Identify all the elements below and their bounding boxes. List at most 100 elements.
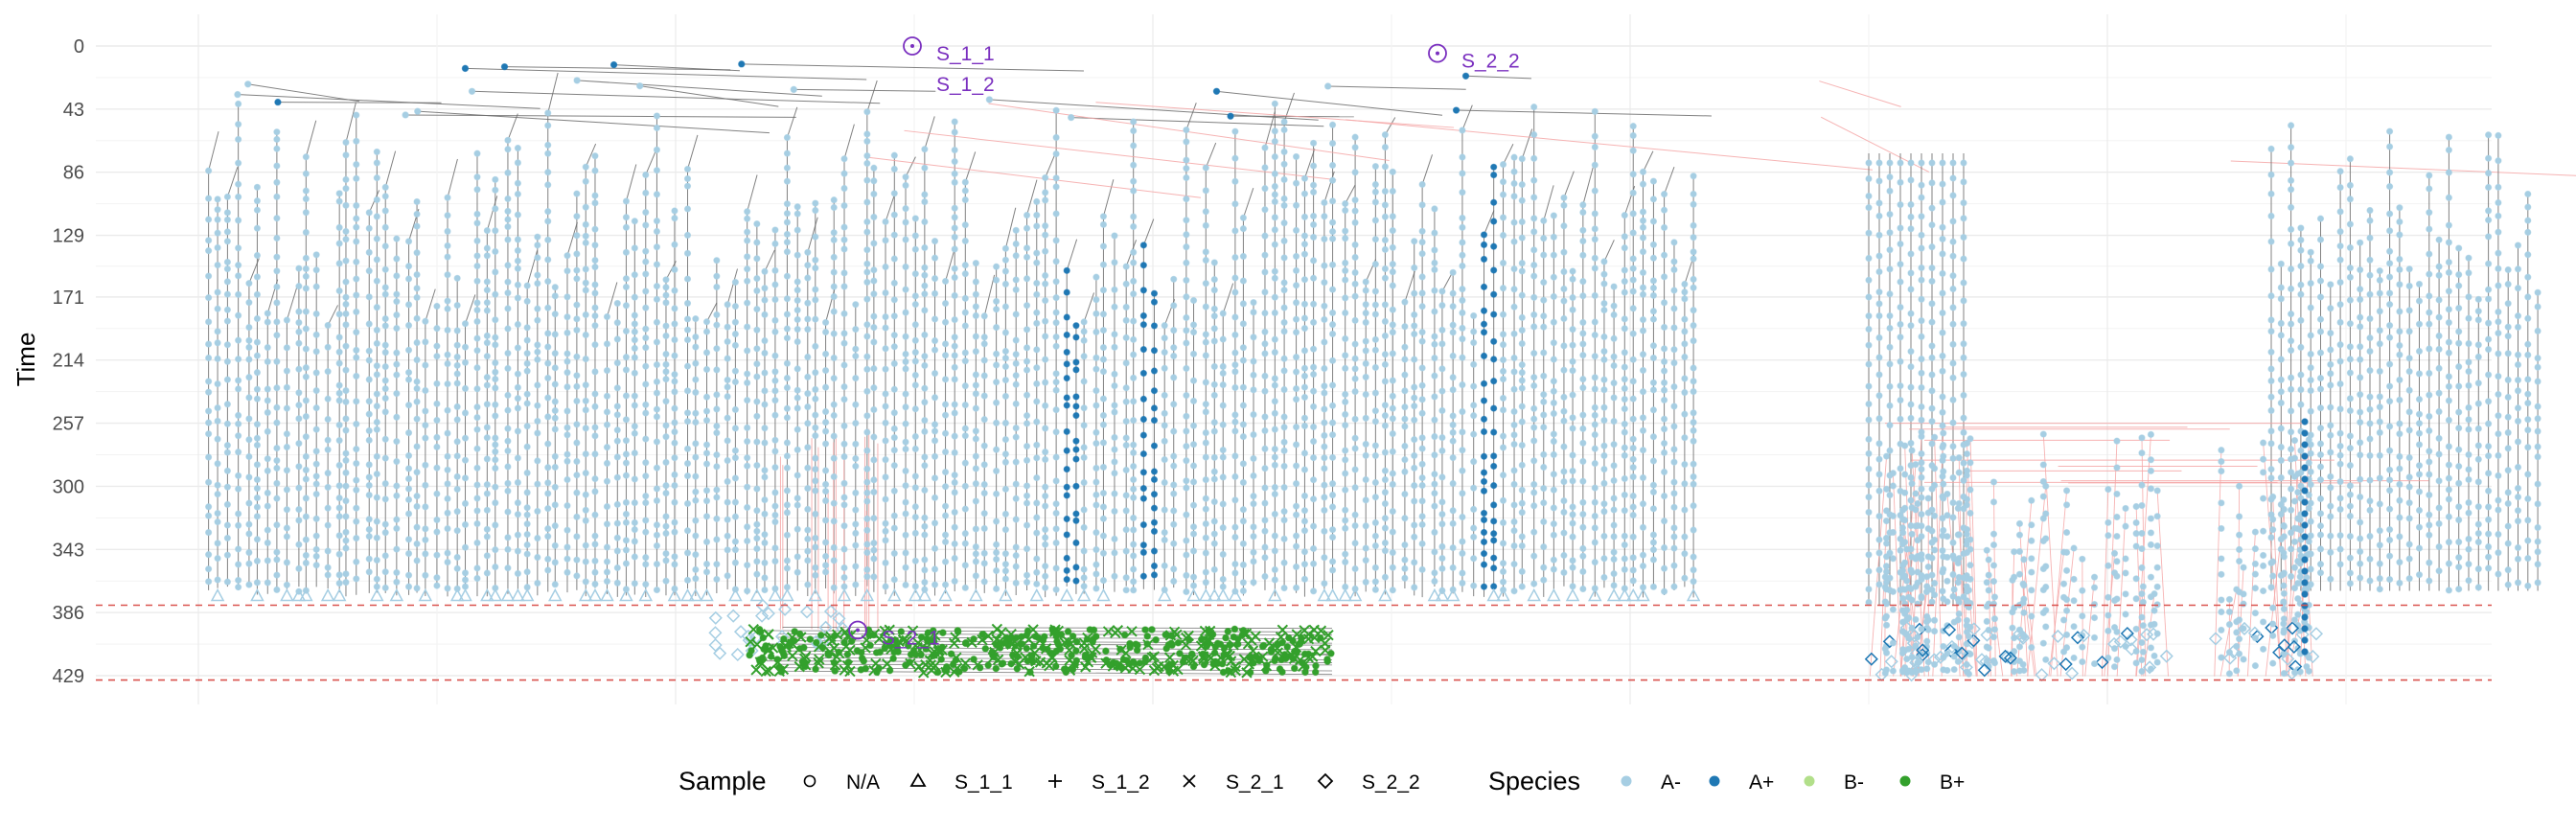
tree-node <box>1130 118 1138 126</box>
tree-branch <box>1283 92 1295 123</box>
tree-node <box>902 420 909 427</box>
tree-node <box>1560 267 1568 276</box>
tree-node <box>1649 315 1658 323</box>
tree-node <box>631 218 638 225</box>
tree-node <box>1321 454 1328 462</box>
tree-node <box>1300 213 1309 220</box>
tree-node <box>2376 403 2383 411</box>
tree-node <box>1411 311 1418 319</box>
tree-node <box>544 566 552 574</box>
tree-node <box>1431 340 1438 348</box>
tree-node <box>1261 572 1269 581</box>
tree-node <box>1321 527 1328 535</box>
tree-node <box>863 549 871 557</box>
tree-node <box>1897 178 1904 186</box>
tree-node <box>1923 573 1931 581</box>
tree-node <box>1280 328 1288 335</box>
tree-node <box>582 287 589 294</box>
tree-node <box>1023 420 1031 427</box>
tree-node <box>381 584 389 591</box>
tree-node <box>1122 507 1130 515</box>
tree-node <box>1875 581 1883 588</box>
tree-node <box>1219 380 1227 389</box>
tree-node <box>821 539 830 546</box>
tree-node <box>1401 323 1409 331</box>
tree-node <box>1610 495 1618 502</box>
tree-node <box>642 325 650 333</box>
tree-node <box>771 518 779 526</box>
tree-node <box>504 236 512 243</box>
tree-node <box>2267 393 2275 401</box>
tree-node <box>993 467 1000 475</box>
sample-tip <box>1378 587 1392 602</box>
tree-node <box>1518 326 1526 334</box>
tree-node <box>631 392 638 400</box>
tree-node <box>931 346 939 354</box>
tree-node <box>324 571 332 579</box>
tree-node <box>852 581 860 588</box>
tree-node <box>1170 565 1178 573</box>
tree-node <box>702 487 711 495</box>
tree-node <box>205 407 213 415</box>
tree-node <box>622 327 631 335</box>
tree-node <box>2524 293 2532 301</box>
tree-node <box>911 405 919 413</box>
tree-node <box>1342 235 1349 242</box>
tree-node <box>1271 214 1278 221</box>
tree-node <box>1591 445 1598 452</box>
tree-node <box>882 345 889 353</box>
tree-node <box>573 190 581 197</box>
tree-node <box>1210 337 1218 345</box>
tree-node <box>993 379 1000 386</box>
tree-node <box>373 304 380 311</box>
tree-node <box>223 357 232 365</box>
tree-node <box>223 209 232 217</box>
tree-node <box>1170 427 1178 435</box>
tree-node <box>1690 255 1697 263</box>
tree-node <box>1130 485 1138 493</box>
tree-node <box>1660 223 1668 232</box>
tree-node <box>2495 265 2502 272</box>
tree-node <box>902 510 909 518</box>
tree-node <box>1600 532 1608 541</box>
tree-node <box>444 194 451 201</box>
tree-node <box>642 189 650 196</box>
tree-node <box>1023 492 1031 499</box>
tree-branch <box>405 114 796 118</box>
tree-node <box>1080 523 1088 532</box>
tree-node <box>1629 131 1637 140</box>
tree-node <box>2267 365 2275 373</box>
tree-node <box>1610 462 1618 470</box>
tree-node <box>653 496 661 505</box>
tree-node <box>1130 441 1138 449</box>
tree-node <box>1063 447 1070 454</box>
tree-node <box>2316 215 2325 222</box>
data-points <box>205 60 2542 682</box>
tree-node <box>1629 566 1637 574</box>
tree-node <box>514 144 521 152</box>
tree-node <box>993 518 1000 525</box>
sample-tip <box>969 587 983 602</box>
tree-node <box>1170 540 1178 547</box>
tree-node <box>2534 303 2542 311</box>
tree-node <box>603 444 611 451</box>
tree-node <box>753 485 761 493</box>
tree-node <box>794 287 801 294</box>
tree-node <box>1591 332 1598 339</box>
tree-node <box>911 381 919 389</box>
tree-node <box>731 405 739 413</box>
tree-node <box>1401 442 1409 450</box>
tree-node <box>972 542 979 551</box>
tree-node <box>1530 246 1538 254</box>
tree-node <box>2474 584 2482 591</box>
tree-node <box>253 314 262 323</box>
tree-node <box>1139 311 1147 320</box>
tree-node <box>365 224 373 232</box>
tree-node <box>413 378 421 385</box>
tree-node <box>653 243 661 251</box>
tree-node <box>393 578 401 586</box>
tree-node <box>1569 451 1576 459</box>
tree-node <box>1411 464 1418 472</box>
tree-node <box>1490 356 1498 363</box>
tree-node <box>1629 554 1637 562</box>
